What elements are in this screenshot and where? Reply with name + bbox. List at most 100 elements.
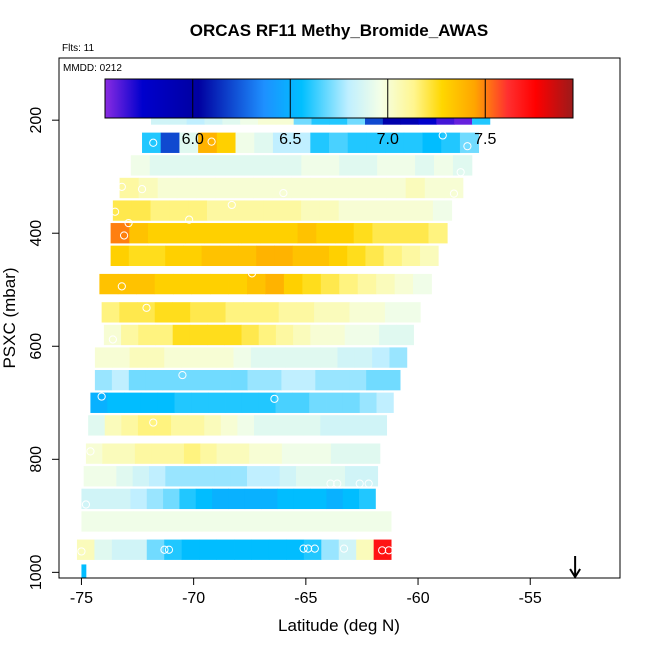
heatmap-cell (326, 392, 344, 413)
heatmap-cell (348, 177, 368, 199)
heatmap-cell (201, 245, 221, 266)
heatmap-cell (263, 200, 283, 221)
heatmap-cell (137, 302, 156, 323)
heatmap-cell (140, 392, 159, 413)
heatmap-cell (414, 200, 434, 221)
heatmap-cell (164, 347, 182, 368)
heatmap-cell (261, 488, 278, 510)
heatmap-cell (235, 132, 255, 153)
heatmap-cell (112, 347, 130, 368)
heatmap-cell (165, 466, 183, 487)
heatmap-cell (206, 200, 227, 221)
heatmap-cell (155, 324, 174, 346)
heatmap-cell (339, 155, 359, 176)
heatmap-cell (298, 370, 316, 391)
heatmap-cell (204, 223, 224, 244)
heatmap-cell (358, 155, 378, 176)
heatmap-cell (81, 511, 100, 532)
heatmap-cell (291, 177, 311, 199)
heatmap-cell (219, 511, 237, 532)
heatmap-cell (265, 443, 283, 464)
heatmap-cell (107, 392, 125, 413)
heatmap-cell (225, 302, 244, 323)
sample-point (310, 544, 319, 553)
heatmap-cell (366, 370, 384, 391)
heatmap-cell (183, 245, 203, 266)
sample-point (149, 138, 158, 147)
heatmap-cell (168, 155, 189, 176)
heatmap-cell (272, 177, 292, 199)
heatmap-cell (338, 200, 358, 221)
heatmap-cell (129, 347, 148, 368)
heatmap-cell (165, 245, 184, 266)
heatmap-cell (363, 443, 381, 464)
heatmap-cell (238, 245, 257, 266)
heatmap-cell (329, 132, 349, 153)
heatmap-cell (297, 223, 317, 244)
heatmap-cell (319, 200, 340, 221)
heatmap-cell (420, 245, 439, 266)
heatmap-cell (403, 132, 423, 153)
heatmap-cell (172, 302, 191, 323)
heatmap-cell (275, 324, 294, 346)
heatmap-cell (189, 324, 208, 346)
sample-point (86, 447, 95, 456)
x-tick-label: -65 (294, 590, 317, 607)
sample-point (438, 131, 447, 140)
heatmap-cell (263, 155, 283, 176)
heatmap-cell (179, 488, 197, 510)
heatmap-cell (198, 347, 217, 368)
sample-point (178, 370, 187, 380)
sample-point (384, 546, 393, 555)
heatmap-cell (241, 223, 261, 244)
heatmap-cell (301, 155, 321, 176)
heatmap-cell (372, 223, 392, 244)
heatmap-cell (396, 324, 414, 346)
heatmap-cell (310, 324, 328, 346)
heatmap-cell (310, 245, 330, 266)
heatmap-cell (118, 443, 136, 464)
y-tick-label: 600 (28, 333, 45, 360)
heatmap-cell (188, 200, 208, 221)
heatmap-cell (183, 443, 201, 464)
heatmap-cell (160, 132, 180, 153)
heatmap-cell (81, 564, 87, 578)
heatmap-cell (219, 245, 239, 266)
heatmap-cell (191, 392, 209, 413)
heatmap-cell (301, 200, 321, 221)
x-axis-label: Latitude (deg N) (278, 616, 400, 635)
heatmap-cell (272, 132, 293, 153)
heatmap-cell (111, 370, 130, 391)
heatmap-cell (298, 443, 315, 464)
sample-point (247, 269, 257, 278)
heatmap-cell (413, 273, 432, 295)
heatmap-cell (179, 370, 198, 391)
heatmap-cell (128, 370, 147, 391)
heatmap-cell (315, 370, 333, 391)
sample-point (456, 168, 465, 177)
y-tick-label: 1000 (28, 554, 45, 590)
heatmap-cell (234, 177, 254, 199)
heatmap-cell (339, 511, 358, 532)
heatmap-cell (293, 324, 311, 346)
heatmap-cell (292, 245, 312, 266)
heatmap-cell (270, 415, 288, 436)
heatmap-cell (395, 200, 415, 221)
heatmap-cell (151, 443, 168, 464)
heatmap-cell (207, 302, 226, 323)
heatmap-cell (356, 511, 375, 532)
heatmap-cell (320, 155, 340, 176)
heatmap-cell (339, 273, 359, 295)
heatmap-cell (212, 488, 229, 510)
heatmap-cell (344, 324, 363, 346)
heatmap-cell (179, 132, 199, 153)
heatmap-cell (353, 223, 373, 244)
heatmap-cell (101, 302, 120, 323)
heatmap-cell (376, 273, 396, 295)
heatmap-cell (432, 200, 453, 221)
heatmap-cell (366, 132, 386, 153)
heatmap-cell (233, 347, 252, 368)
heatmap-cell (244, 488, 262, 510)
heatmap-cell (359, 392, 377, 413)
heatmap-cell (373, 511, 392, 532)
